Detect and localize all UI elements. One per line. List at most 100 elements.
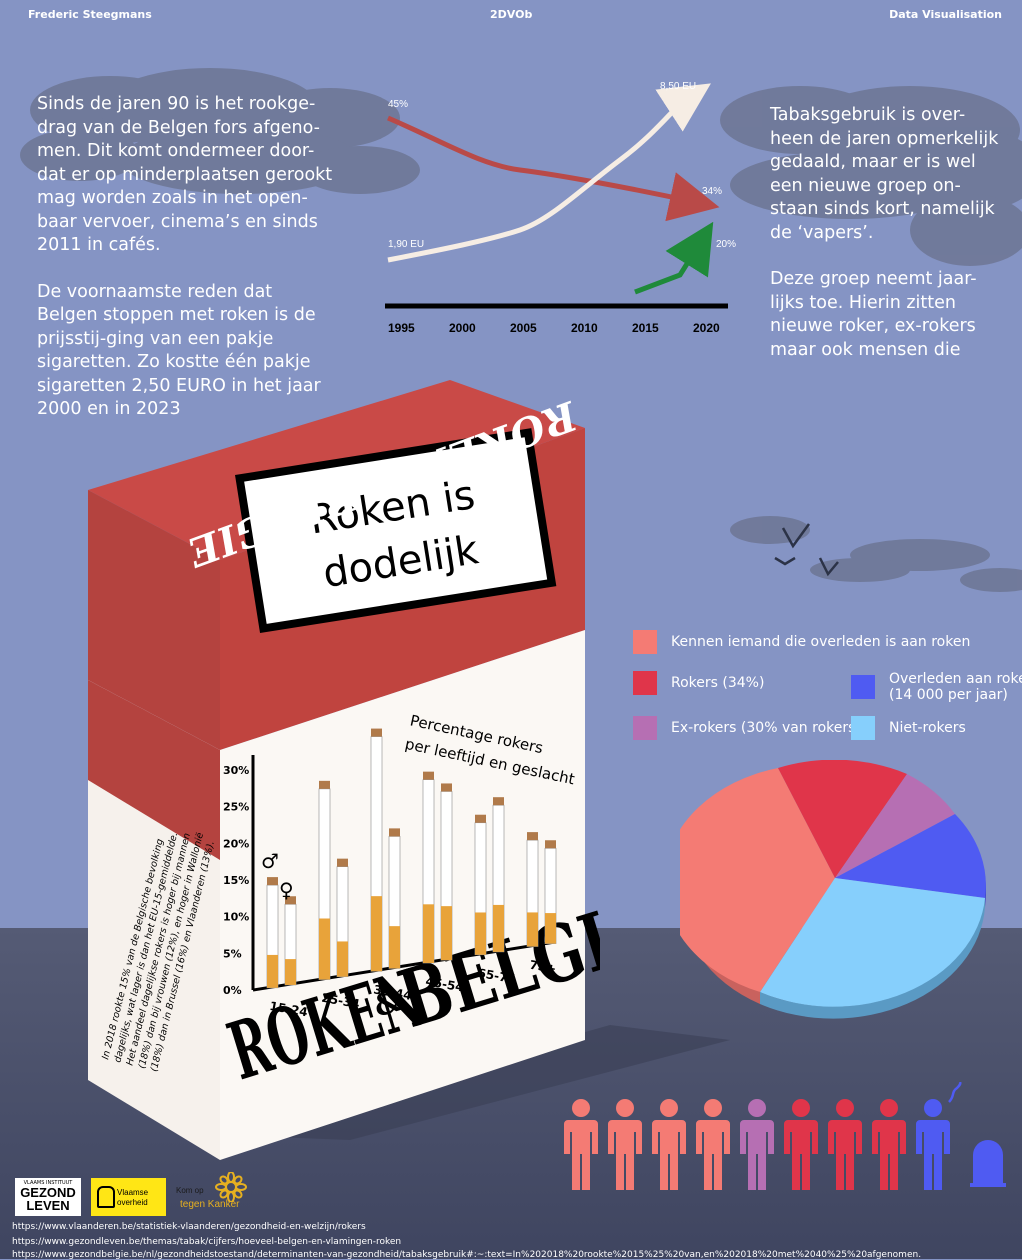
pie-legend: Kennen iemand die overleden is aan roken… [633, 630, 1022, 745]
vlaamse-text-1: Vlaamse [117, 1188, 149, 1197]
bar-mark [544, 840, 557, 944]
gravestone-icon [970, 1140, 1006, 1187]
legend-label: Niet-rokers [889, 720, 966, 736]
bar-y-tick: 30% [223, 764, 249, 777]
cloud-shape [960, 568, 1022, 592]
trend-x-tick: 2015 [632, 321, 659, 335]
flower-icon [215, 1172, 247, 1202]
legend-swatch [633, 716, 657, 740]
person-icon [564, 1099, 598, 1190]
bar-mark [492, 797, 505, 953]
cloud-shape [730, 516, 810, 544]
person-icon [608, 1099, 642, 1190]
right-paragraph-1: Tabaksgebruik is over-heen de jaren opme… [770, 105, 999, 243]
pie-slice-ex-rokers [835, 774, 955, 878]
right-paragraph-2: Deze groep neemt jaar-lijks toe. Hierin … [770, 269, 977, 360]
bar-x-axis [252, 940, 556, 992]
people-row [562, 1088, 1022, 1198]
gezond-leven-logo: VLAAMS INSTITUUT GEZOND LEVEN [15, 1178, 81, 1216]
right-text-block: Tabaksgebruik is over-heen de jaren opme… [770, 104, 1000, 362]
source-link-1[interactable]: https://www.vlaanderen.be/statistiek-vla… [12, 1222, 366, 1232]
bar-chart: Percentage rokers per leeftijd en geslac… [223, 711, 575, 1019]
smokers-trend-line [387, 115, 720, 222]
bar-y-tick: 15% [223, 874, 249, 887]
pie-slice-overleden [835, 814, 986, 898]
legend-label: Overleden aan roker (14 000 per jaar) [889, 671, 1022, 703]
bar-category-label: 65-74 [476, 966, 516, 986]
person-icon [828, 1099, 862, 1190]
person-icon [872, 1099, 906, 1190]
bar-category-label: 35-44 [372, 982, 412, 1002]
trend-x-tick: 1995 [388, 321, 415, 335]
bar-category-label: 25-34 [320, 991, 360, 1011]
person-icon [784, 1099, 818, 1190]
bar-mark [336, 858, 349, 977]
person-icon [916, 1099, 950, 1190]
bar-y-tick: 0% [223, 984, 242, 997]
legend-item-niet-rokers: Niet-rokers [851, 716, 966, 740]
kom-op-tegen-kanker-logo: Kom op tegen Kanker [176, 1172, 248, 1218]
legend-item-ex-rokers: Ex-rokers (30% van rokers) [633, 716, 861, 740]
clouds-layer [20, 68, 1022, 592]
trend-chart: 45% 34% 1,90 EU 8,50 EU 20% 1995 2000 2005… [385, 81, 736, 335]
label-smokers-end: 34% [702, 186, 722, 197]
pie-chart [680, 760, 986, 1019]
bar-y-tick: 20% [223, 837, 249, 850]
bar-y-tick: 5% [223, 947, 242, 960]
cigarette-pack: Roken is dodelijk ROKEN & BELGIE ROKEN &… [88, 380, 600, 1160]
trend-x-tick: 2000 [449, 321, 476, 335]
legend-label: Rokers (34%) [671, 675, 765, 691]
bar-mark [422, 771, 435, 964]
legend-label: Kennen iemand die overleden is aan roken [671, 634, 971, 650]
legend-swatch [851, 716, 875, 740]
source-link-2[interactable]: https://www.gezondleven.be/themas/tabak/… [12, 1237, 402, 1247]
bar-category-label: 15-24 [268, 999, 308, 1019]
bird-shape [781, 523, 811, 549]
legend-item-rokers: Rokers (34%) [633, 671, 764, 695]
cloud-shape [120, 126, 360, 194]
legend-swatch [633, 671, 657, 695]
pack-body-side [220, 630, 585, 1160]
label-price-start: 1,90 EU [388, 239, 424, 250]
gezond-leven-small-text: VLAAMS INSTITUUT [23, 1180, 73, 1186]
header-course: Data Visualisation [889, 8, 1002, 21]
cloud-shape [910, 194, 1022, 266]
vlaamse-overheid-logo: Vlaamse overheid [91, 1178, 166, 1216]
gezond-leven-text-1: GEZOND [20, 1185, 76, 1200]
left-paragraph-1: Sinds de jaren 90 is het rookge-drag van… [37, 94, 333, 255]
pie-slice-kennen [680, 768, 835, 992]
bar-mark [474, 814, 487, 956]
pie-depth-blue [760, 895, 985, 1019]
source-link-3[interactable]: https://www.gezondbelgie.be/nl/gezondhei… [12, 1250, 922, 1260]
kom-op-text: Kom op [176, 1186, 204, 1195]
bar-mark [266, 877, 279, 989]
person-icon [696, 1099, 730, 1190]
tegen-kanker-text: tegen Kanker [180, 1199, 240, 1210]
legend-item-overleden: Overleden aan roker (14 000 per jaar) [851, 671, 1022, 703]
label-price-end: 8,50 EU [660, 81, 696, 92]
legend-label: Ex-rokers (30% van rokers) [671, 720, 861, 736]
legend-swatch [633, 630, 657, 654]
bar-mark [318, 780, 331, 980]
header-class: 2DVOb [490, 8, 533, 21]
price-trend-line [387, 83, 711, 263]
bar-mark [526, 832, 539, 947]
gezond-leven-text-2: LEVEN [26, 1198, 70, 1213]
left-text-block: Sinds de jaren 90 is het rookge-drag van… [37, 93, 337, 422]
legend-swatch [851, 675, 875, 699]
soul-icon [948, 1082, 962, 1103]
pie-depth-red [682, 878, 760, 1004]
left-paragraph-2: De voornaamste reden dat Belgen stoppen … [37, 281, 321, 420]
bar-category-label: 45-54 [424, 974, 464, 994]
cloud-shape [20, 129, 140, 181]
bar-mark [370, 728, 383, 972]
pack-lid-front [88, 490, 220, 750]
bar-y-tick: 25% [223, 801, 249, 814]
person-icon [652, 1099, 686, 1190]
bar-category-label: 75+ [528, 958, 557, 976]
label-vapers-end: 20% [716, 239, 736, 250]
trend-x-tick: 2005 [510, 321, 537, 335]
header-author: Frederic Steegmans [28, 8, 152, 21]
vapers-trend-line [634, 221, 714, 295]
pack-front-red-band [88, 680, 220, 860]
